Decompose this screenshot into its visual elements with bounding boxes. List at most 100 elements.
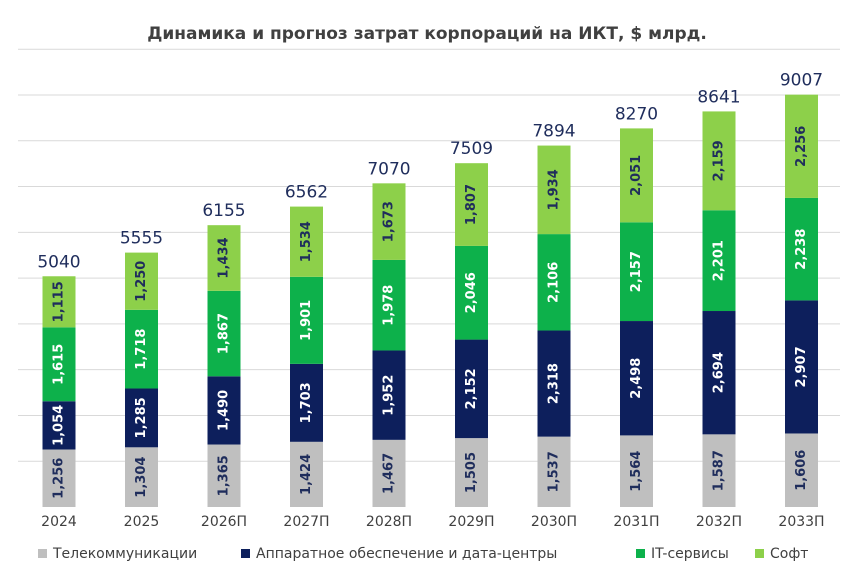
bar-segment [372, 183, 406, 260]
segment-value-label: 2,694 [712, 352, 727, 393]
bar-segment [620, 321, 653, 436]
bar-segment [125, 447, 158, 507]
segment-value-label: 2,152 [464, 368, 479, 409]
bar-segment [537, 330, 571, 437]
bar-segment [455, 245, 488, 340]
x-tick-label: 2027П [283, 514, 329, 530]
segment-value-label: 1,934 [547, 169, 562, 210]
bar-segment [785, 300, 818, 434]
segment-value-label: 2,201 [712, 240, 727, 281]
bar-segment [537, 436, 571, 507]
bar-segment [785, 94, 818, 198]
segment-value-label: 1,867 [217, 313, 232, 354]
segment-value-label: 2,106 [547, 262, 562, 303]
bar-segment [372, 259, 406, 351]
legend: Телекоммуникации Аппаратное обеспечение и… [38, 546, 808, 562]
bar-segment [125, 252, 158, 310]
legend-label: Софт [770, 546, 808, 562]
bar-segment [290, 206, 323, 277]
legend-label: IT-сервисы [651, 546, 729, 562]
segment-value-label: 1,505 [464, 452, 479, 493]
x-tick-label: 2032П [696, 514, 742, 530]
segment-value-label: 1,256 [52, 458, 67, 499]
bar-segment [455, 339, 488, 439]
bar-segment [620, 435, 653, 507]
x-tick-label: 2033П [778, 514, 824, 530]
total-label: 7070 [367, 159, 410, 179]
x-tick-label: 2025 [124, 514, 160, 530]
segment-value-label: 1,952 [382, 375, 397, 416]
x-tick-label: 2024 [41, 514, 77, 530]
segment-value-label: 1,434 [217, 237, 232, 278]
segment-value-label: 1,564 [629, 451, 644, 492]
legend-label: Телекоммуникации [52, 546, 197, 562]
segment-value-label: 2,046 [464, 272, 479, 313]
segment-value-label: 2,907 [794, 346, 809, 387]
total-label: 5555 [120, 229, 163, 249]
bar-segment [702, 111, 736, 211]
bar-segment [42, 327, 76, 402]
bar-segment [702, 434, 736, 507]
bar-segment [537, 145, 571, 235]
total-label: 8641 [697, 87, 740, 107]
segment-value-label: 2,159 [712, 140, 727, 181]
bar-segment [207, 225, 241, 291]
bar-segment [372, 439, 406, 507]
segment-value-label: 1,285 [134, 397, 149, 438]
data-labels: 1,256 1,054 1,615 1,115 5040 1,304 1,285 1,718 1… [37, 71, 823, 499]
segment-value-label: 1,807 [464, 184, 479, 225]
bar-segment [290, 441, 323, 507]
segment-value-label: 1,490 [217, 390, 232, 431]
bar-segment [620, 128, 653, 223]
segment-value-label: 1,115 [52, 281, 67, 322]
bar-segment [455, 163, 488, 246]
segment-value-label: 1,606 [794, 450, 809, 491]
total-label: 6562 [285, 183, 328, 203]
segment-value-label: 1,978 [382, 285, 397, 326]
bar-segment [785, 433, 818, 507]
legend-swatch [38, 549, 47, 558]
segment-value-label: 2,051 [629, 155, 644, 196]
x-tick-label: 2028П [366, 514, 412, 530]
bar-segment [207, 290, 241, 377]
bar-segment [702, 210, 736, 312]
bar-segment [42, 276, 76, 328]
segment-value-label: 1,703 [299, 382, 314, 423]
bar-segment [207, 444, 241, 507]
segment-value-label: 2,157 [629, 251, 644, 292]
chart-title: Динамика и прогноз затрат корпораций на … [147, 24, 707, 44]
bars [42, 94, 818, 507]
segment-value-label: 1,587 [712, 450, 727, 491]
legend-swatch [636, 549, 645, 558]
segment-value-label: 1,467 [382, 453, 397, 494]
bar-segment [42, 401, 76, 450]
segment-value-label: 1,718 [134, 329, 149, 370]
x-tick-label: 2031П [613, 514, 659, 530]
segment-value-label: 2,256 [794, 126, 809, 167]
x-tick-label: 2030П [531, 514, 577, 530]
segment-value-label: 1,250 [134, 261, 149, 302]
bar-segment [455, 438, 488, 507]
segment-value-label: 2,238 [794, 229, 809, 270]
bar-segment [785, 197, 818, 301]
bar-segment [125, 309, 158, 389]
segment-value-label: 1,365 [217, 455, 232, 496]
bar-segment [42, 449, 76, 507]
segment-value-label: 1,304 [134, 457, 149, 498]
bar-segment [207, 376, 241, 445]
total-label: 6155 [202, 201, 245, 221]
segment-value-label: 1,901 [299, 300, 314, 341]
segment-value-label: 1,424 [299, 454, 314, 495]
bar-segment [290, 363, 323, 442]
x-tick-label: 2026П [201, 514, 247, 530]
segment-value-label: 1,537 [547, 451, 562, 492]
legend-swatch [241, 549, 250, 558]
bar-segment [702, 311, 736, 435]
segment-value-label: 1,673 [382, 201, 397, 242]
total-label: 9007 [780, 71, 823, 91]
bar-segment [290, 276, 323, 364]
total-label: 8270 [615, 104, 658, 124]
legend-label: Аппаратное обеспечение и дата-центры [256, 546, 557, 562]
